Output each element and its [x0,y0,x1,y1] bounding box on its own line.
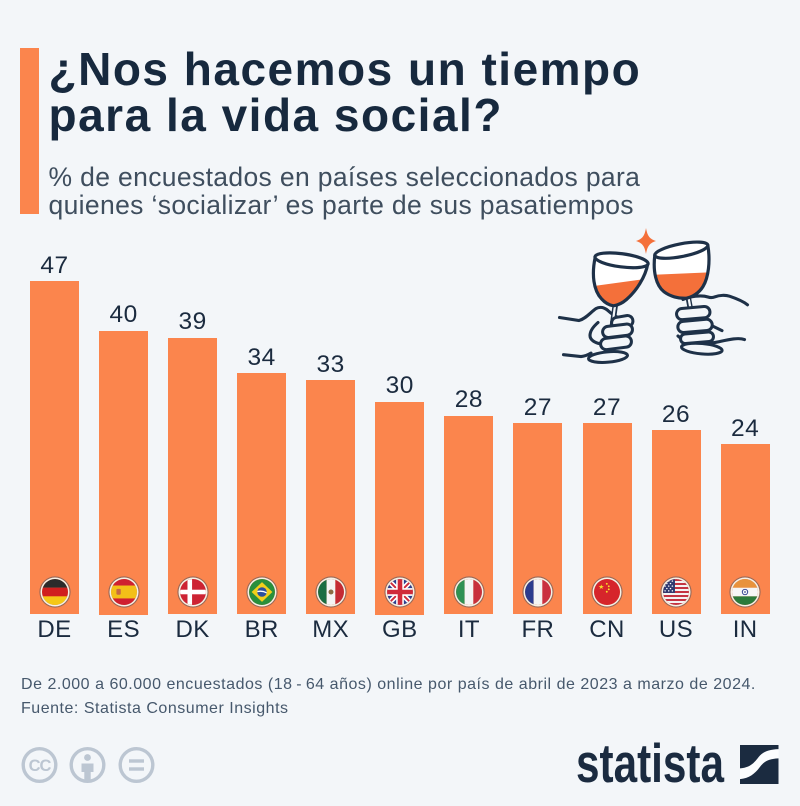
svg-text:statista: statista [576,741,724,787]
svg-text:CC: CC [29,757,52,775]
